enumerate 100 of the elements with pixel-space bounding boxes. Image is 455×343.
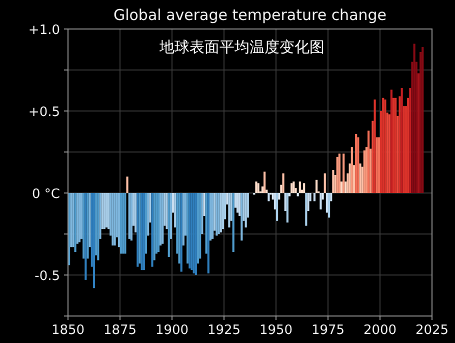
bar [128, 193, 130, 239]
bar [268, 193, 270, 202]
bar [228, 193, 230, 228]
bar [368, 130, 370, 193]
bar [153, 193, 156, 260]
bar [357, 137, 360, 193]
bar [350, 147, 353, 193]
bar [355, 134, 358, 193]
bar [370, 148, 372, 193]
x-tick-label: 1925 [207, 323, 241, 338]
bar [340, 182, 343, 193]
bar [162, 193, 164, 244]
bar [136, 193, 139, 267]
y-tick-label: -0.5 [34, 269, 60, 284]
bar [280, 184, 282, 193]
x-tick-label: 1975 [311, 323, 345, 338]
bar [209, 193, 212, 241]
bar [70, 193, 72, 248]
bar [144, 193, 148, 254]
bar [344, 182, 347, 193]
bar [222, 193, 224, 230]
bar [140, 193, 143, 270]
bar [172, 193, 174, 213]
bar [324, 173, 326, 193]
bar [122, 193, 124, 254]
bar [108, 193, 110, 230]
text: 地球表面平均温度变化图 [158, 38, 324, 56]
bar [205, 193, 208, 254]
bar [182, 193, 184, 246]
bar [112, 193, 114, 246]
bar [149, 193, 152, 223]
bar [378, 137, 380, 193]
bar [142, 193, 145, 270]
bar [338, 154, 340, 193]
bar [236, 193, 239, 213]
bar [151, 193, 154, 267]
bar [388, 114, 390, 193]
bar [138, 193, 141, 264]
x-tick-label: 1850 [51, 323, 85, 338]
bar [134, 193, 137, 232]
bar [97, 193, 100, 260]
x-tick-label: 1950 [259, 323, 293, 338]
bar [359, 163, 362, 193]
bar [118, 193, 120, 248]
bar [201, 193, 204, 234]
bar [402, 106, 405, 193]
bar [72, 193, 74, 248]
bar [78, 193, 80, 242]
bar [398, 96, 401, 193]
bar [320, 193, 322, 210]
bar [212, 193, 214, 239]
bar [376, 137, 378, 193]
bar [286, 193, 288, 223]
bar [278, 193, 280, 200]
bar [174, 193, 176, 228]
bar [214, 193, 216, 231]
bar [298, 182, 301, 193]
bar [307, 193, 310, 212]
bar [88, 193, 91, 248]
bar [313, 193, 316, 202]
bar [305, 193, 308, 226]
bar [105, 193, 108, 228]
bar [361, 166, 364, 193]
bar [326, 193, 328, 213]
bar [99, 193, 102, 239]
bar [336, 156, 338, 193]
bar [372, 120, 374, 193]
bar [296, 193, 299, 196]
bar [203, 193, 206, 216]
bar [266, 190, 268, 193]
bar [292, 182, 295, 193]
bar [103, 193, 106, 230]
chart-title: Global average temperature change [113, 6, 387, 24]
bar [147, 193, 150, 236]
bar [216, 193, 218, 236]
bar [407, 98, 410, 193]
bar [261, 186, 264, 193]
bar [188, 193, 191, 268]
bar [363, 150, 366, 193]
y-tick-label: 0 °C [32, 187, 60, 202]
bar [82, 193, 85, 259]
bar [190, 193, 193, 270]
bar [316, 180, 318, 193]
bar [348, 163, 351, 193]
bar [382, 98, 384, 193]
y-tick-label: +0.5 [28, 105, 60, 120]
x-tick-label: 1875 [103, 323, 137, 338]
bar [342, 154, 345, 193]
bar [166, 193, 168, 230]
bar [168, 193, 170, 257]
bar [290, 183, 293, 193]
bar [124, 193, 126, 254]
bar [101, 193, 104, 230]
bar [394, 98, 397, 193]
bar [194, 193, 197, 275]
bar [126, 176, 128, 193]
bar [322, 193, 324, 200]
bar [186, 193, 189, 264]
bar [207, 193, 210, 274]
bar [255, 182, 258, 193]
